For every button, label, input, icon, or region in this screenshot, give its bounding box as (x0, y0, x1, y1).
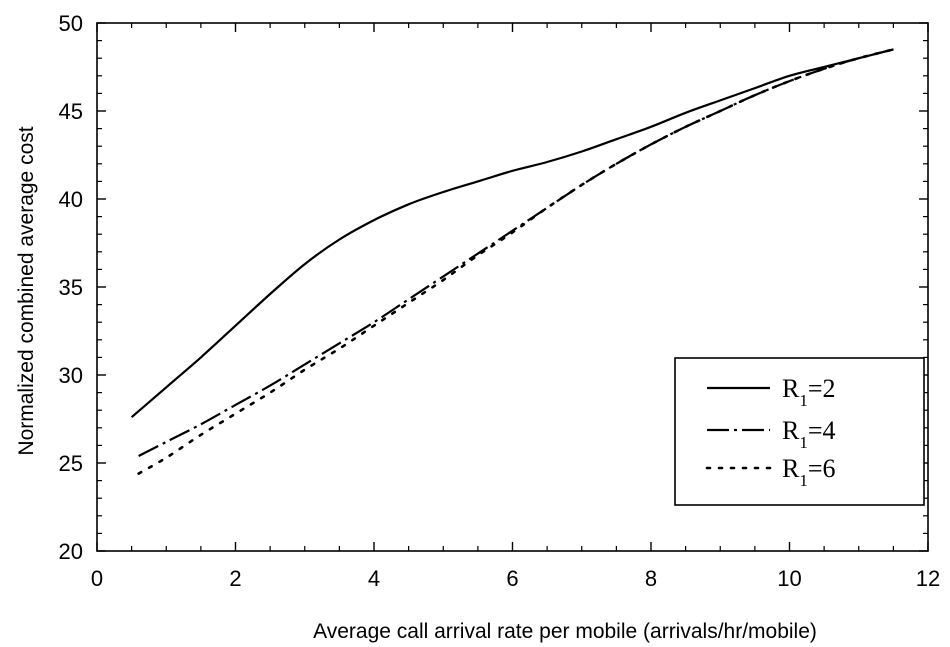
legend-label-2: R1=4 (782, 416, 836, 452)
series-line-1 (130, 48, 894, 419)
legend: R1=2 R1=4R1=6 (674, 357, 925, 506)
y-tick-label: 45 (59, 99, 83, 124)
series-line-3 (137, 48, 895, 475)
y-tick-label: 30 (59, 363, 83, 388)
x-tick-label: 12 (916, 566, 940, 591)
y-tick-label: 40 (59, 187, 83, 212)
legend-label-1: R1=2 (782, 374, 836, 410)
y-tick-label: 25 (59, 451, 83, 476)
x-tick-label: 10 (777, 566, 801, 591)
y-tick-label: 35 (59, 275, 83, 300)
x-axis-title: Average call arrival rate per mobile (ar… (313, 620, 817, 643)
y-tick-label: 50 (59, 11, 83, 36)
y-tick-label: 20 (59, 539, 83, 564)
x-tick-label: 0 (91, 566, 103, 591)
x-tick-label: 8 (645, 566, 657, 591)
x-tick-label: 6 (506, 566, 518, 591)
x-tick-label: 2 (229, 566, 241, 591)
axis-tick-labels: 0 2 4 6 8 10 12 20 25 30 35 40 45 50 (59, 11, 941, 591)
axis-ticks (96, 22, 929, 552)
y-axis-title: Normalized combined average cost (15, 126, 38, 455)
legend-box (674, 357, 925, 506)
legend-label-3: R1=6 (782, 454, 836, 490)
x-tick-label: 4 (368, 566, 380, 591)
series-lines (130, 48, 895, 475)
series-line-2 (138, 48, 894, 457)
